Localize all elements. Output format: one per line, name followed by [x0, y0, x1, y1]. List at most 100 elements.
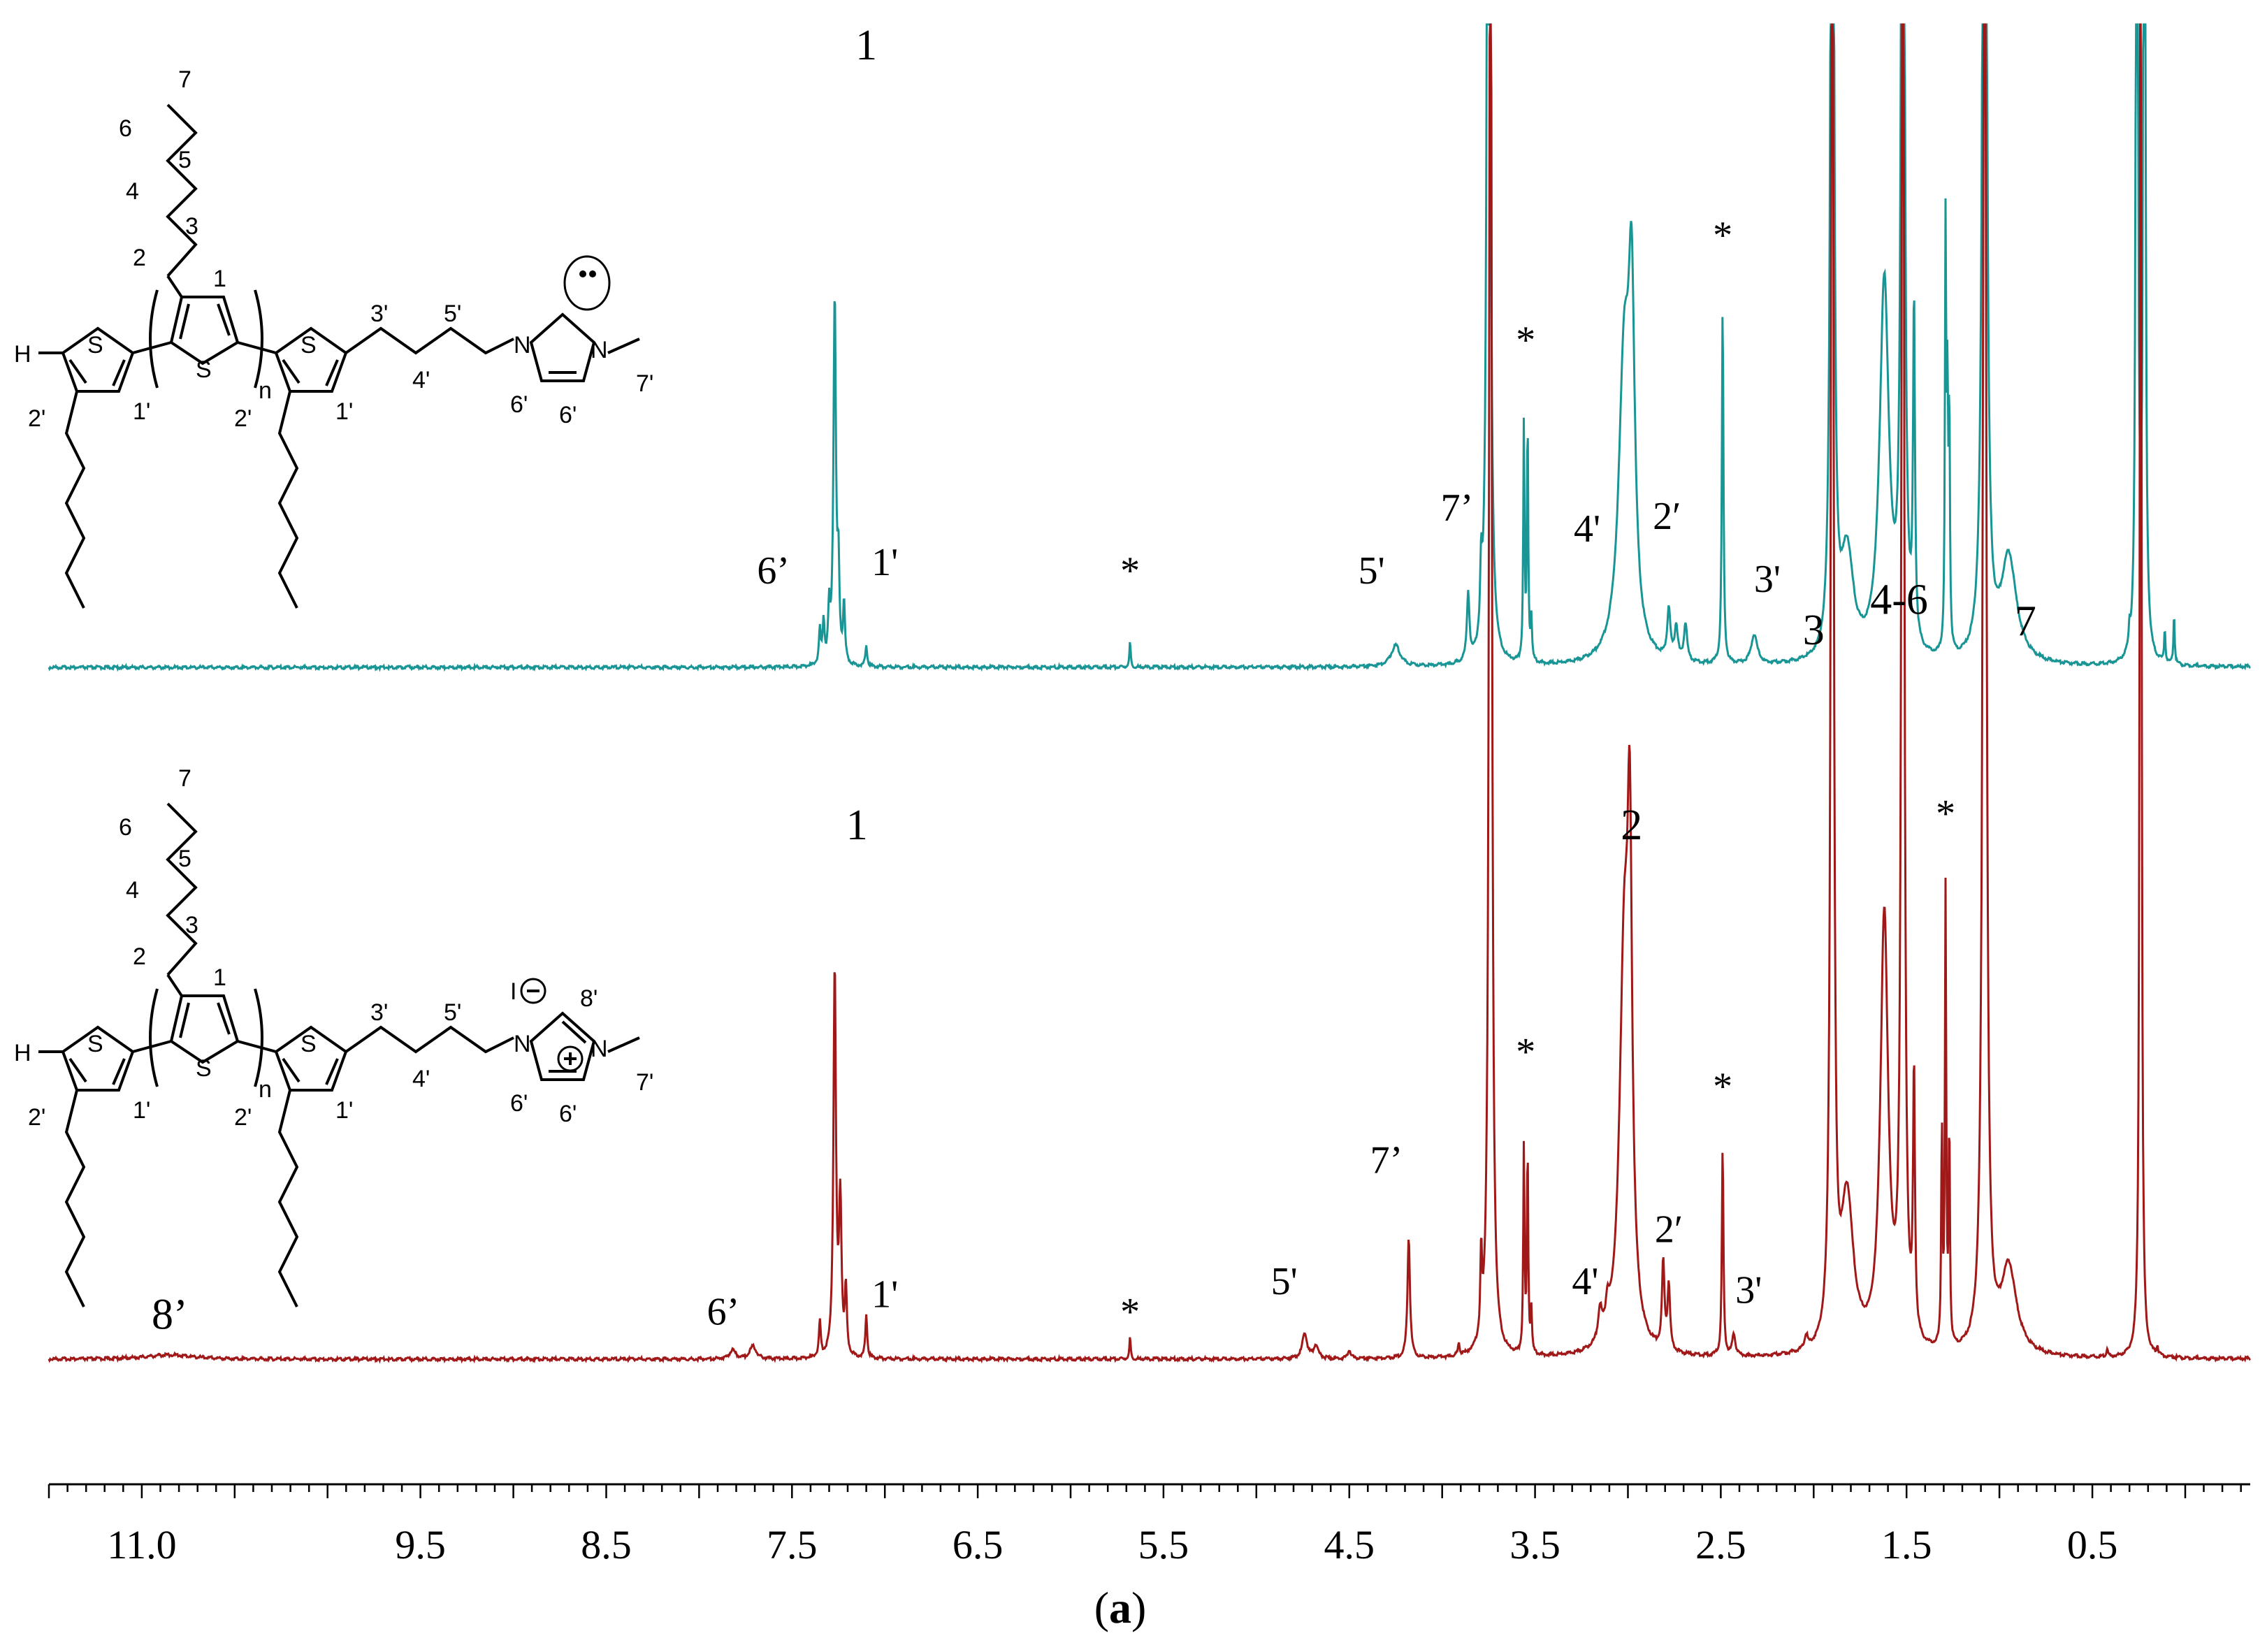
carbon-label-7: 7: [178, 765, 191, 792]
double-bond-left-2: [112, 1058, 126, 1085]
carbon-label-4: 4: [126, 178, 139, 205]
imidazolium-charge-ring: [557, 1045, 584, 1072]
x-axis-tick-label: 7.5: [767, 1522, 818, 1567]
bracket-open: [149, 289, 159, 389]
spectra-plot: 1 6’ 1' * 5' 7’ * 4' 2 2′ * 3' 3 4-6 * 7 8’ 6’ 1' 1 * 5' 7’ * 4…: [48, 22, 2251, 1364]
carbon-label-7p: 7': [636, 370, 653, 397]
structure-neutral-carbene: [38, 103, 640, 609]
peak-label: 3': [1735, 1268, 1762, 1312]
peak-label: 5': [1359, 549, 1385, 593]
carbon-label-5p: 5': [444, 300, 461, 327]
carbon-label-6p-a: 6': [510, 391, 528, 418]
peak-label: 1: [855, 22, 877, 69]
x-axis-tick-label: 3.5: [1509, 1522, 1560, 1567]
structure-neutral-carbene-labels: H S S S n N N 7 6 5 4 3 2 1 1' 2' 1' 2' …: [14, 66, 653, 432]
x-axis-tick-label: 9.5: [395, 1522, 446, 1567]
peak-label: 4-6: [1870, 577, 1928, 624]
carbene-lone-pair: [563, 255, 611, 311]
peak-label: 3: [1803, 607, 1825, 654]
atom-h: H: [14, 1040, 31, 1066]
x-axis-tick-label: 6.5: [953, 1522, 1004, 1567]
carbon-label-1p-left: 1': [133, 1097, 150, 1124]
atom-s-right: S: [300, 332, 317, 358]
side-chain-right: [277, 391, 299, 609]
carbon-label-5: 5: [178, 846, 191, 872]
double-bond-mid-2: [217, 1002, 231, 1035]
x-axis-tick-label: 2.5: [1695, 1522, 1746, 1567]
spectrum-line-bottom: [48, 23, 2251, 1364]
thiophene-ring-right: [274, 1025, 348, 1092]
carbon-label-1: 1: [213, 266, 226, 292]
peak-label: *: [1120, 549, 1140, 593]
peak-label: 6’: [757, 549, 790, 593]
caption-letter: a: [1109, 1583, 1131, 1632]
carbon-label-6p-b: 6': [559, 402, 577, 428]
double-bond-mid-1: [179, 303, 190, 340]
x-axis-tick-label: 11.0: [107, 1522, 176, 1567]
carbon-label-3: 3: [185, 213, 198, 240]
bond-mid-to-right: [237, 341, 277, 354]
atom-s-right: S: [300, 1031, 317, 1057]
peak-label: *: [1516, 1030, 1535, 1073]
carbon-label-7p: 7': [636, 1069, 653, 1096]
peak-labels-bottom: 8’ 6’ 1' 1 * 5' 7’ * 4' 2 2′ * 3' 3 4-6 * 7: [152, 577, 2036, 1339]
peak-label: *: [1713, 1065, 1732, 1108]
atom-n1: N: [514, 332, 531, 358]
x-axis-tick-label: 1.5: [1881, 1522, 1932, 1567]
side-chain-right: [277, 1089, 299, 1307]
peak-label: 1': [871, 1273, 898, 1317]
peak-label: 1': [871, 541, 898, 584]
imidazolium-ring: [529, 1011, 596, 1081]
double-bond-mid-1: [179, 1002, 190, 1038]
atom-h: H: [14, 341, 31, 368]
caption-open-paren: (: [1094, 1583, 1109, 1632]
bond-left-to-mid: [132, 341, 172, 354]
thiophene-ring-left: [61, 1025, 135, 1092]
iodide-minus-bar: [527, 990, 539, 992]
carbon-label-6: 6: [119, 814, 132, 841]
carbon-label-2: 2: [133, 245, 146, 271]
atom-n3: N: [591, 337, 608, 363]
carbon-label-2p-right: 2': [234, 405, 252, 432]
peak-label: 7’: [1441, 486, 1474, 530]
iodide-charge-ring: [520, 978, 546, 1004]
bond-mid-to-right: [237, 1040, 277, 1053]
imidazolium-plus-v: [569, 1052, 572, 1065]
peak-labels-top: 16’1'*5'7’*4'22′*3'34-6*7: [757, 22, 1781, 601]
side-chain-top: [166, 103, 198, 277]
double-bond-right-2: [325, 1058, 339, 1085]
imidazolium-double-bond-2: [561, 1020, 587, 1044]
carbon-label-3p: 3': [370, 300, 388, 327]
carbon-label-5: 5: [178, 147, 191, 173]
bond-left-to-mid: [132, 1040, 172, 1053]
peak-label: *: [1936, 792, 1955, 835]
side-chain-top: [166, 802, 198, 976]
carbon-label-7: 7: [178, 66, 191, 93]
x-axis-tick-label: 8.5: [581, 1522, 632, 1567]
peak-label: 6’: [707, 1290, 740, 1333]
peak-label: 8’: [152, 1291, 188, 1339]
thiophene-ring-mid: [169, 296, 240, 365]
structure-imidazolium-iodide: [38, 802, 640, 1307]
double-bond-left-1: [68, 1057, 87, 1083]
atom-n3: N: [591, 1036, 608, 1062]
double-bond-right-2: [325, 359, 339, 386]
structure-imidazolium-iodide-labels: H S S S n N N I ⊖ ⊕ 7 6 5 4 3 2 1 1' 2' …: [14, 765, 653, 1131]
carbene-electron-1: [579, 270, 586, 277]
carbon-label-2p-left: 2': [28, 405, 45, 432]
peak-label: 3': [1754, 558, 1781, 601]
x-axis-minor-ticks: [48, 1484, 2242, 1498]
x-axis-tick-label: 4.5: [1324, 1522, 1375, 1567]
peak-label: 7’: [1370, 1138, 1403, 1182]
atom-s-mid: S: [196, 1055, 212, 1082]
iodide-label: I: [510, 978, 516, 1005]
carbon-label-1p-left: 1': [133, 398, 150, 425]
peak-label: 1: [846, 802, 868, 849]
peak-label: *: [1713, 214, 1732, 257]
carbon-label-8p: 8': [580, 985, 597, 1012]
thiophene-ring-mid: [169, 994, 240, 1064]
carbene-electron-2: [589, 270, 596, 277]
atom-s-left: S: [87, 1031, 103, 1057]
